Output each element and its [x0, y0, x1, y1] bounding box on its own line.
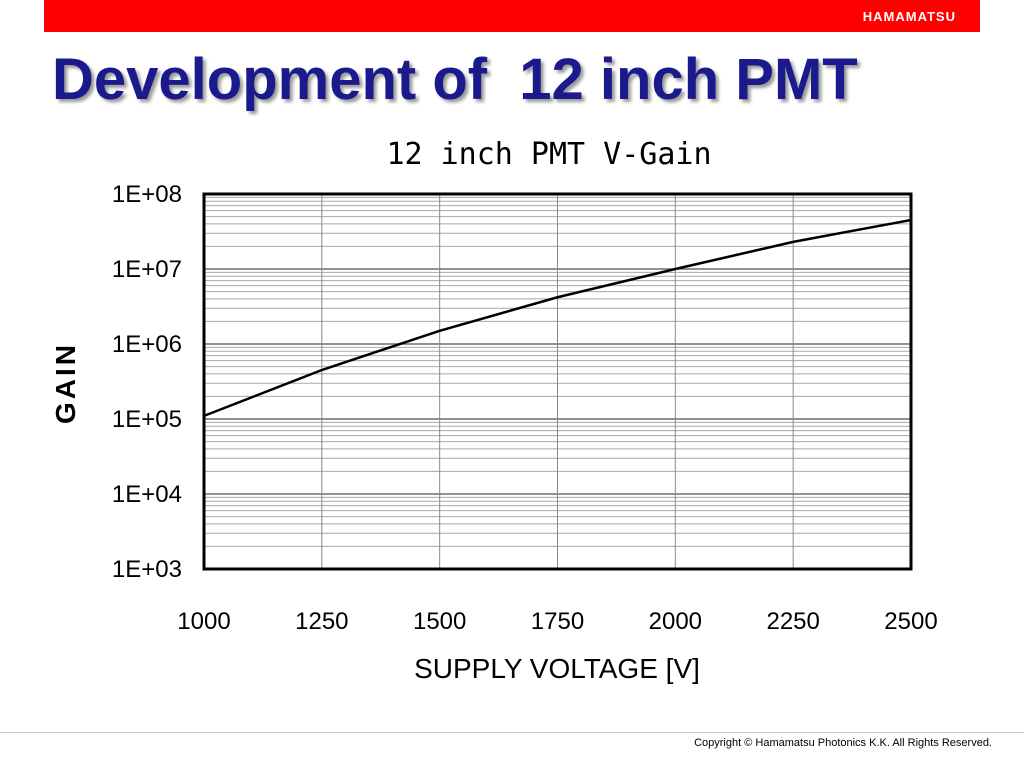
copyright-text: Copyright © Hamamatsu Photonics K.K. All… [694, 737, 992, 749]
y-tick-label: 1E+06 [112, 331, 182, 358]
x-tick-label: 1750 [531, 608, 584, 635]
y-tick-label: 1E+08 [112, 181, 182, 208]
x-tick-label: 2250 [766, 608, 819, 635]
brand-logo: HAMAMATSU [862, 9, 956, 24]
chart: 1000 1250 1500 1750 2000 2250 2500 1E+031E+041… [50, 137, 938, 684]
y-tick-labels: 1E+03 1E+04 1E+05 1E+06 1E+07 1E+08 [112, 181, 182, 583]
header-bar: HAMAMATSU [44, 0, 980, 32]
plot-frame [202, 192, 913, 571]
series-line [203, 218, 912, 418]
y-tick-label: 1E+07 [112, 256, 182, 283]
x-tick-labels: 1000 1250 1500 1750 2000 2250 2500 [177, 608, 937, 635]
y-tick-label: 1E+03 [112, 556, 182, 583]
series-layer [203, 218, 912, 418]
x-axis-label: SUPPLY VOLTAGE [V] [414, 653, 700, 684]
x-tick-label: 2000 [649, 608, 702, 635]
y-axis-label: GAIN [50, 342, 81, 424]
chart-title: 12 inch PMT V-Gain [386, 137, 711, 172]
y-tick-label: 1E+04 [112, 481, 182, 508]
y-tick-label: 1E+05 [112, 406, 182, 433]
x-tick-label: 1250 [295, 608, 348, 635]
footer-divider [0, 732, 1024, 733]
x-tick-label: 2500 [884, 608, 937, 635]
chart-grid [204, 194, 911, 569]
x-tick-label: 1500 [413, 608, 466, 635]
slide-title: Development of 12 inch PMT [52, 47, 858, 112]
x-tick-label: 1000 [177, 608, 230, 635]
